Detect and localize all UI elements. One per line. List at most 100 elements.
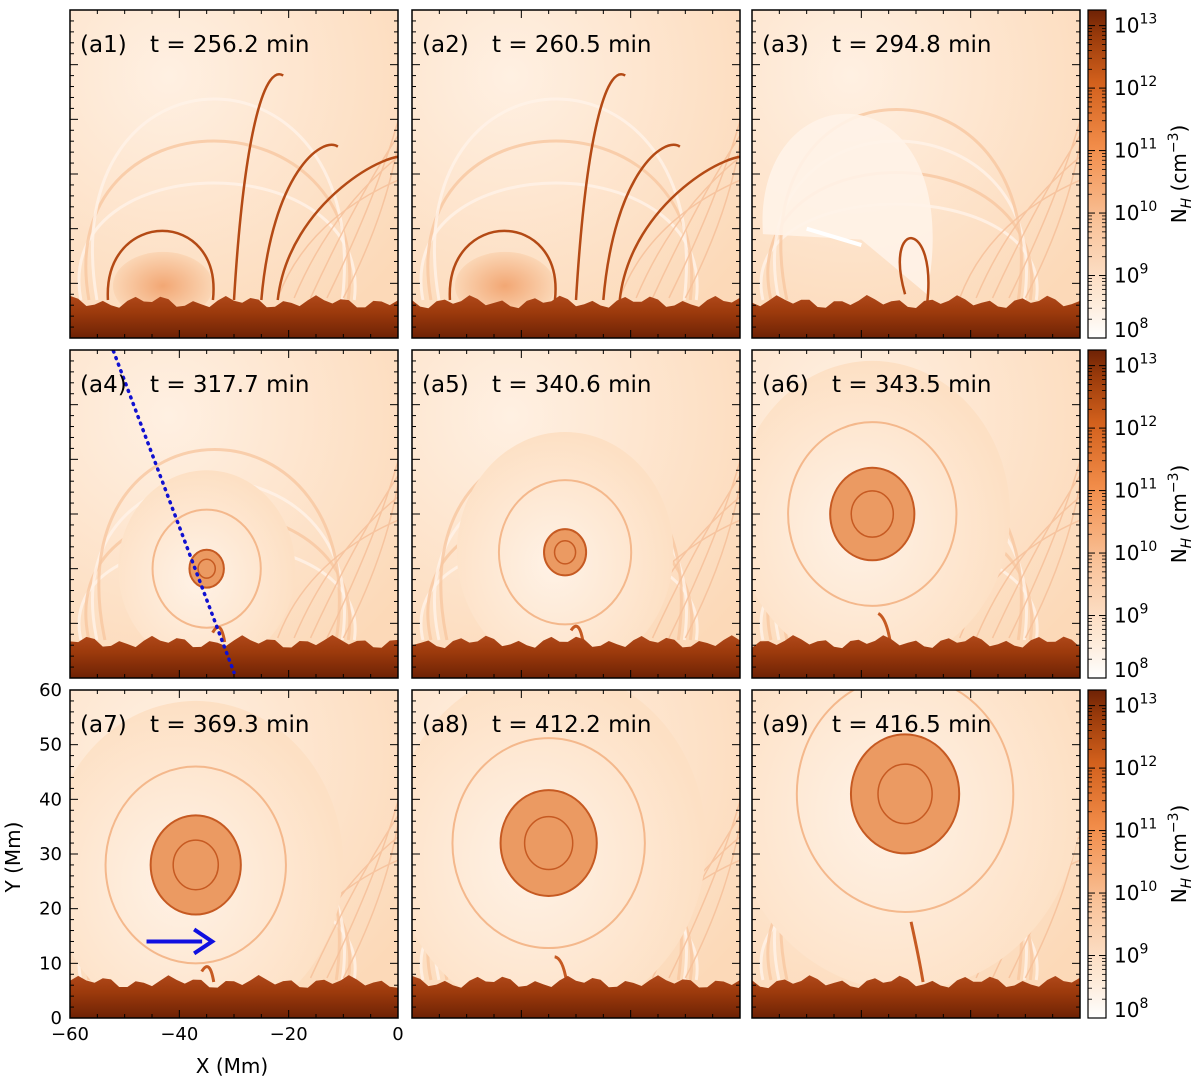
colorbar-label: NH (cm−3)	[1166, 805, 1195, 904]
y-tick-label: 30	[39, 844, 62, 865]
colorbar-row-2: 1013 1012 1011 1010 109 108 NH (cm−3)	[1087, 349, 1195, 682]
bubble-rim	[106, 229, 215, 301]
x-tick-label: −20	[270, 1024, 308, 1045]
panel-ticks	[411, 9, 741, 339]
panel-a9: (a9) t = 416.5 min	[751, 689, 1081, 1019]
panel-ticks	[411, 349, 741, 679]
panel-time: t = 294.8 min	[832, 32, 991, 58]
colorbar-tick-label: 109	[1114, 262, 1148, 288]
cavity-ring	[787, 421, 958, 607]
panel-label: (a8)	[422, 712, 469, 738]
y-tick-label: 60	[39, 680, 62, 701]
bubble-rim	[448, 229, 557, 301]
cavity-ring	[451, 737, 646, 950]
panel-image	[70, 350, 398, 678]
prominence-stalk	[569, 624, 585, 643]
field-fans	[277, 118, 398, 299]
panel-image	[752, 350, 1080, 678]
colorbar-tick-label: 109	[1114, 942, 1148, 968]
y-tick-label: 40	[39, 789, 62, 810]
colorbar-tick-label: 1011	[1114, 817, 1157, 843]
colorbar-tick-label: 1012	[1114, 414, 1157, 440]
panel-ticks	[751, 349, 1081, 679]
prominence-stalk	[200, 965, 216, 983]
panel-time: t = 369.3 min	[150, 712, 309, 738]
x-axis-label: X (Mm)	[196, 1054, 268, 1078]
panel-grid: (a1) t = 256.2 min (a2) t = 260.5 min (a3) t …	[39, 9, 1081, 1045]
colorbar-tick-label: 1013	[1114, 12, 1157, 38]
colorbar-tick-label: 108	[1114, 996, 1148, 1022]
panel-label: (a1)	[80, 32, 127, 58]
y-tick-label: 20	[39, 899, 62, 920]
panel-time: t = 416.5 min	[832, 712, 991, 738]
slit-line	[111, 350, 236, 675]
panel-time: t = 343.5 min	[832, 372, 991, 398]
y-tick-label: 50	[39, 735, 62, 756]
small-loop	[898, 236, 930, 306]
dense-strands	[232, 73, 398, 301]
colorbar-tick-label: 1013	[1114, 692, 1157, 718]
panel-image	[752, 10, 1080, 338]
rising-cavity	[762, 113, 933, 295]
cavity-ring	[497, 479, 633, 626]
magnetic-arcs	[77, 97, 357, 301]
panel-ticks	[69, 9, 399, 339]
prominence-core	[829, 466, 916, 562]
panel-label: (a2)	[422, 32, 469, 58]
colorbar-tick-label: 1011	[1114, 137, 1157, 163]
panel-label: (a5)	[422, 372, 469, 398]
panel-a5: (a5) t = 340.6 min	[411, 349, 741, 679]
chromosphere	[412, 295, 740, 338]
prominence-stalk	[877, 612, 892, 643]
prominence-stalk	[211, 625, 227, 643]
panel-image	[70, 690, 398, 1018]
panel-image	[412, 690, 740, 1018]
prominence-core	[149, 814, 242, 916]
panel-image	[412, 350, 740, 678]
colorbar-tick-label: 1013	[1114, 352, 1157, 378]
field-fans	[959, 458, 1080, 639]
x-tick-label: 0	[392, 1024, 403, 1045]
colorbar-tick-label: 108	[1114, 316, 1148, 342]
colorbar-tick-label: 109	[1114, 602, 1148, 628]
y-tick-label: 10	[39, 953, 62, 974]
y-axis: Y (Mm)	[1, 822, 25, 894]
panel-ticks	[751, 9, 1081, 339]
colorbar-scale	[1087, 689, 1107, 1019]
chromosphere	[752, 635, 1080, 678]
prominence-core	[849, 733, 961, 855]
colorbar-tick-label: 108	[1114, 656, 1148, 682]
colorbar-tick-label: 1010	[1114, 199, 1157, 225]
panel-image	[70, 10, 398, 338]
panel-a1: (a1) t = 256.2 min	[69, 9, 399, 339]
prominence-stalk	[909, 921, 925, 983]
x-axis: X (Mm)	[196, 1054, 268, 1078]
panel-time: t = 260.5 min	[492, 32, 651, 58]
cavity-ring	[104, 765, 287, 965]
panel-image	[752, 690, 1080, 1018]
chromosphere	[752, 975, 1080, 1018]
chromosphere	[70, 635, 398, 678]
field-fans	[959, 118, 1080, 299]
panel-label: (a7)	[80, 712, 127, 738]
chromosphere	[412, 635, 740, 678]
y-axis-label: Y (Mm)	[1, 822, 25, 894]
y-tick-label: 0	[51, 1008, 62, 1029]
field-fans	[619, 118, 740, 299]
field-fans	[277, 458, 398, 639]
dense-strands	[574, 73, 740, 301]
prominence-core	[543, 528, 588, 577]
panel-label: (a6)	[762, 372, 809, 398]
colorbar-tick-label: 1010	[1114, 539, 1157, 565]
panel-ticks	[69, 349, 399, 679]
panel-image	[412, 10, 740, 338]
prominence-core	[188, 548, 225, 589]
colorbar-scale	[1087, 349, 1107, 679]
pointer-arrow	[146, 927, 216, 956]
colorbar-tick-label: 1011	[1114, 477, 1157, 503]
colorbar-row-1: 1013 1012 1011 1010 109 108 NH (cm−3)	[1087, 9, 1195, 342]
panel-time: t = 412.2 min	[492, 712, 651, 738]
colorbar-scale	[1087, 9, 1107, 339]
